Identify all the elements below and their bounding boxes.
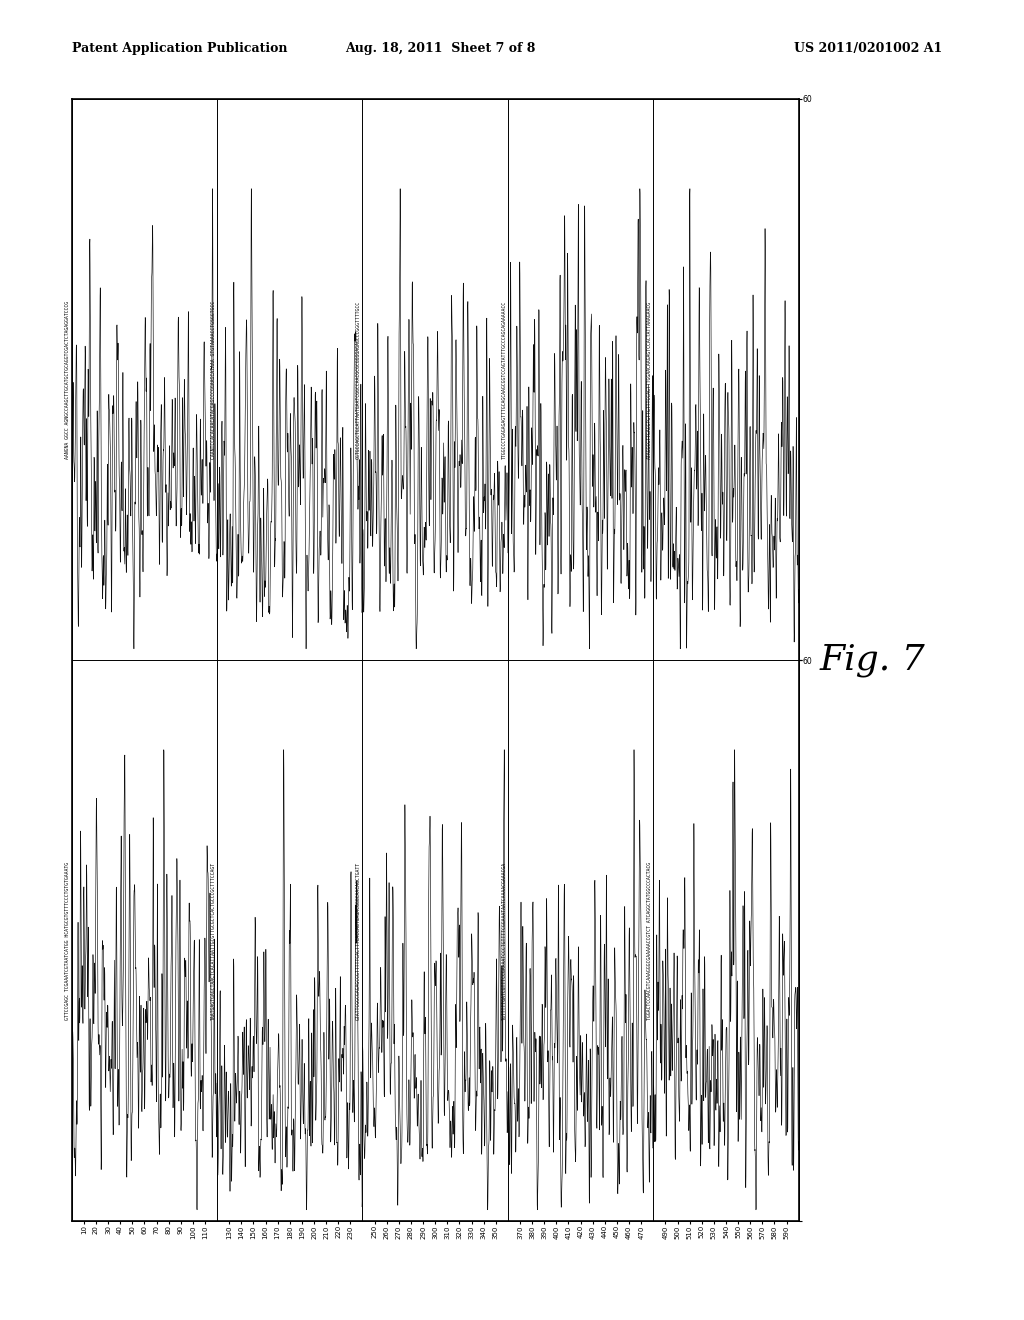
Text: TGTTTTTGATCGTTTCCGAAAATCCCTGTTTTCGGAAATAATCAAAACGAAACGA: TGTTTTTGATCGTTTCCGAAAATCCCTGTTTTCGGAAATA… bbox=[502, 862, 507, 1019]
Text: Aug. 18, 2011  Sheet 7 of 8: Aug. 18, 2011 Sheet 7 of 8 bbox=[345, 42, 536, 55]
Text: TTGGCCCTGAGAGAGTTTGCAGCAAGCGGTCCAGTATTTGCCCAGCAGAAAAACC: TTGGCCCTGAGAGAGTTTGCAGCAAGCGGTCCAGTATTTG… bbox=[502, 301, 507, 458]
Text: CAANTCCACACAACATACGAGCCCGGAAGCATAAA GTGTAAAACCTGSGGTGCC: CAANTCCACACAACATACGAGCCCGGAAGCATAAA GTGT… bbox=[211, 301, 216, 458]
Text: TAATGAGTGAGCTAACTCACATTAATTGCGTTGCGCTCACTGCCCGCTTTCCAGT: TAATGAGTGAGCTAACTCACATTAATTGCGTTGCGCTCAC… bbox=[211, 862, 216, 1019]
Text: GTTCCGAGC TCGAAATCGTAATCATGG HCATGCGTGTTTCCCTGTGTGAAATG: GTTCCGAGC TCGAAATCGTAATCATGG HCATGCGTGTT… bbox=[66, 862, 71, 1019]
Text: ATAGGCGTTGACGTGTTGTTTCCAGTTTGGAACAAGAGTCCACTATTAAAGAACG: ATAGGCGTTGACGTGTTGTTTCCAGTTTGGAACAAGAGTC… bbox=[647, 301, 652, 458]
Text: CGTGCCAGCTGCATTAATGAATCGGCCAACGCGCGGGGAGAGCCCGGGTTTTGCC: CGTGCCAGCTGCATTAATGAATCGGCCAACGCGCGGGGAG… bbox=[356, 301, 361, 458]
Text: TGGACTCCAACGTCAAAGGGCGAAAAACCGTCT ATCAGGCTATGGCCCACTACG: TGGACTCCAACGTCAAAGGGCGAAAAACCGTCT ATCAGG… bbox=[647, 862, 652, 1019]
Text: Fig. 7: Fig. 7 bbox=[819, 643, 925, 677]
Text: Patent Application Publication: Patent Application Publication bbox=[72, 42, 287, 55]
Text: US 2011/0201002 A1: US 2011/0201002 A1 bbox=[794, 42, 942, 55]
Text: AANGNA GGCC AGNGCCAAGCTTGCATGCTGCAGGTCGACTCTAGAGGATCCCG: AANGNA GGCC AGNGCCAAGCTTGCATGCTGCAGGTCGA… bbox=[66, 301, 71, 458]
Text: GTATTCGGCGAGAGCCGTTTTTCACTTTCACCAGTGAGACGGGCAACAGCTGATT: GTATTCGGCGAGAGCCGTTTTTCACTTTCACCAGTGAGAC… bbox=[356, 862, 361, 1019]
